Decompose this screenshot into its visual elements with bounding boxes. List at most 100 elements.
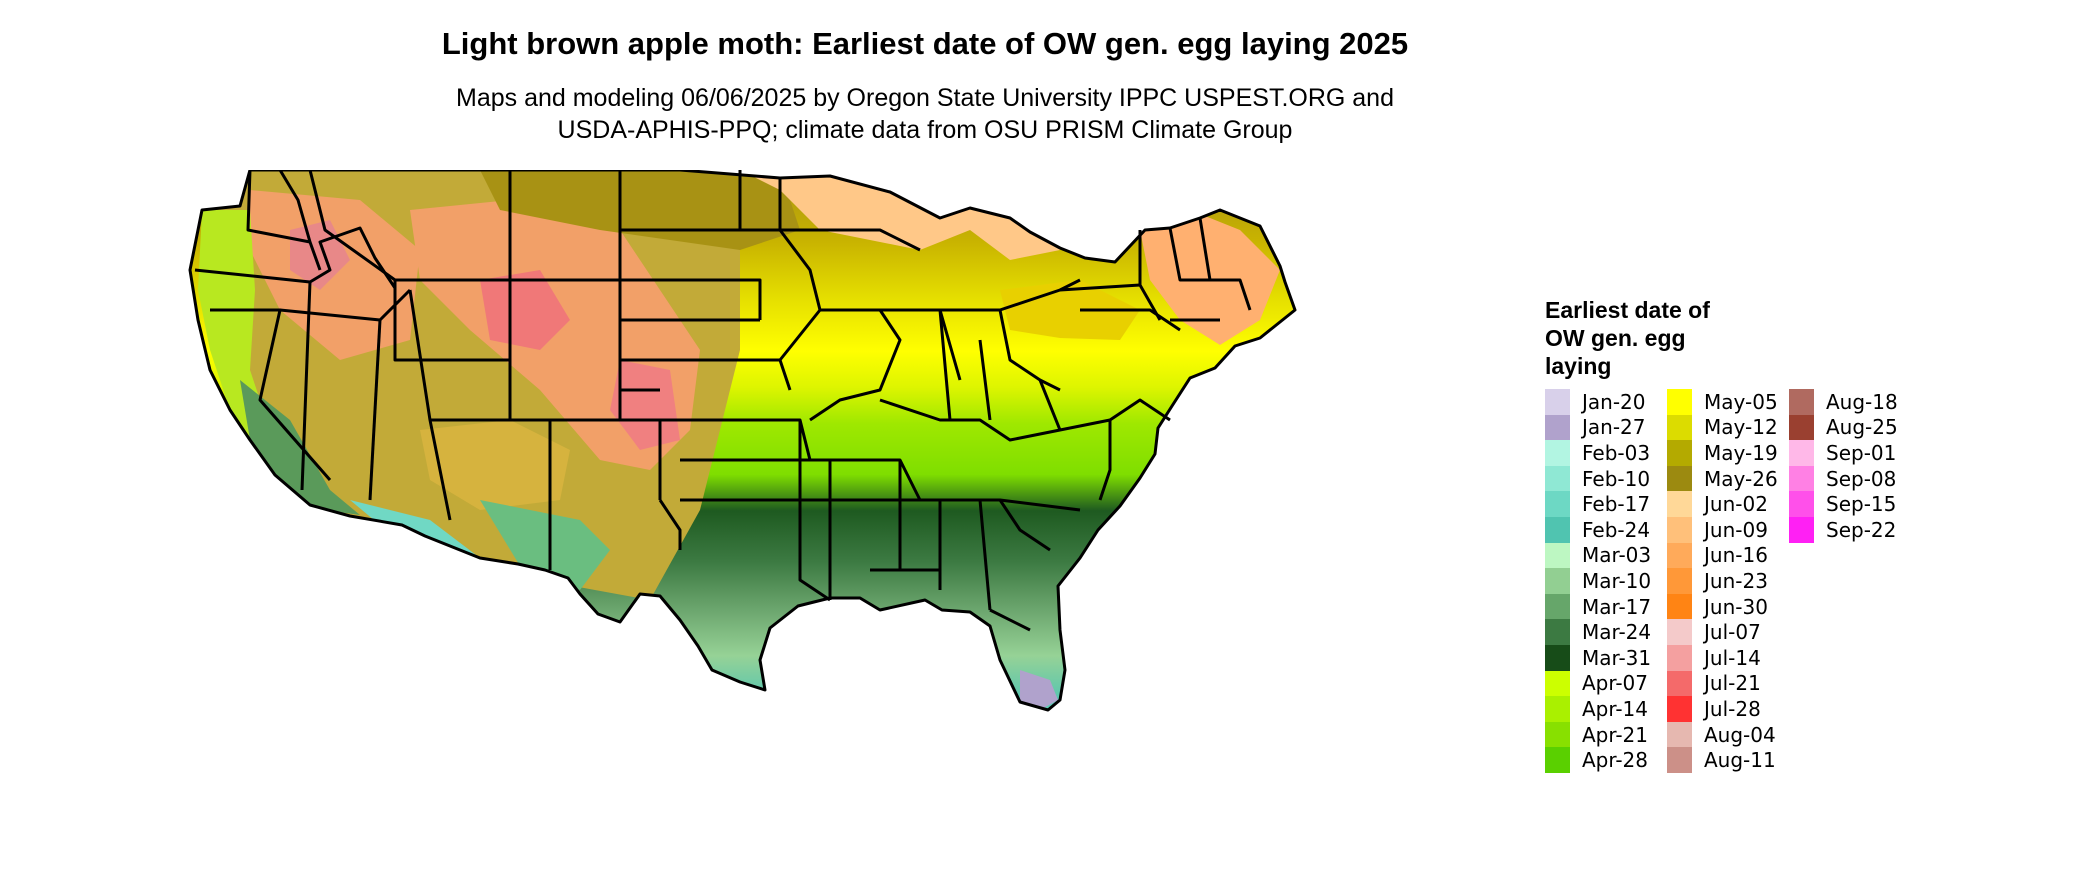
- legend-swatch: [1545, 670, 1570, 697]
- legend-item: Jan-20: [1545, 389, 1651, 415]
- legend-swatch: [1667, 491, 1692, 517]
- legend-columns: Jan-20 Jan-27 Feb-03 Feb-10 Feb-17 Feb-24 Mar-…: [1545, 389, 1965, 789]
- legend-item: Mar-03: [1545, 542, 1652, 569]
- legend-item: Aug-18: [1789, 389, 1898, 415]
- legend-label: Jul-14: [1704, 645, 1761, 670]
- legend-label: Aug-18: [1826, 389, 1898, 414]
- legend-item: Apr-21: [1545, 721, 1651, 748]
- legend-item: Apr-28: [1545, 747, 1651, 773]
- legend-label: Apr-07: [1582, 671, 1648, 696]
- legend-item: Sep-15: [1789, 491, 1898, 517]
- legend-swatch: [1545, 568, 1570, 594]
- legend-swatch: [1667, 440, 1692, 466]
- legend-label: Mar-03: [1582, 543, 1652, 568]
- legend-label: Sep-15: [1826, 492, 1897, 517]
- legend-item: Jun-02: [1667, 491, 1778, 517]
- legend-item: Feb-17: [1545, 491, 1651, 517]
- legend-item: May-19: [1667, 440, 1778, 466]
- legend-label: May-26: [1704, 466, 1778, 491]
- legend-swatch: [1545, 619, 1570, 645]
- legend-item: Sep-01: [1789, 440, 1898, 466]
- legend-label: Apr-21: [1582, 722, 1648, 747]
- legend-swatch: [1545, 414, 1570, 441]
- legend-column: May-05 May-12 May-19 May-26 Jun-02 Jun-09 Jun-…: [1667, 389, 1778, 773]
- legend-label: Jul-21: [1704, 671, 1761, 696]
- legend-label: Sep-22: [1826, 517, 1897, 542]
- legend-label: Sep-01: [1826, 440, 1897, 465]
- legend-swatch: [1545, 542, 1570, 569]
- legend-item: Feb-10: [1545, 465, 1651, 492]
- legend-swatch: [1545, 389, 1570, 415]
- legend-label: Feb-17: [1582, 492, 1651, 517]
- legend-item: Jul-14: [1667, 644, 1778, 671]
- legend-label: Mar-17: [1582, 594, 1652, 619]
- legend-item: Jul-07: [1667, 619, 1778, 645]
- legend-item: Aug-11: [1667, 747, 1778, 773]
- legend-label: Jan-27: [1582, 415, 1646, 440]
- legend-label: Jan-20: [1582, 389, 1646, 414]
- legend-item: Apr-07: [1545, 670, 1651, 697]
- legend-label: Sep-08: [1826, 466, 1897, 491]
- legend-label: Jul-28: [1704, 696, 1761, 721]
- us-map: [188, 170, 1297, 712]
- legend-label: Mar-10: [1582, 568, 1652, 593]
- legend-item: Feb-24: [1545, 516, 1651, 543]
- legend-swatch: [1667, 721, 1692, 748]
- legend-label: Jun-09: [1704, 517, 1768, 542]
- legend: Earliest date of OW gen. egg laying Jan-…: [1545, 296, 1898, 773]
- legend-item: May-26: [1667, 465, 1778, 492]
- legend-label: Feb-24: [1582, 517, 1651, 542]
- legend-item: Apr-14: [1545, 696, 1651, 722]
- legend-swatch: [1667, 747, 1692, 773]
- legend-item: Jul-28: [1667, 696, 1778, 722]
- legend-swatch: [1667, 568, 1692, 594]
- legend-label: Jun-23: [1704, 568, 1768, 593]
- legend-swatch: [1545, 465, 1570, 492]
- legend-item: Sep-08: [1789, 465, 1898, 492]
- subtitle-line2-text: USDA-APHIS-PPQ; climate data from OSU PR…: [557, 116, 1293, 144]
- legend-swatch: [1789, 516, 1814, 543]
- legend-swatch: [1545, 516, 1570, 543]
- legend-item: Jan-27: [1545, 414, 1651, 441]
- legend-swatch: [1545, 491, 1570, 517]
- legend-label: Feb-03: [1582, 440, 1651, 465]
- legend-item: May-05: [1667, 389, 1778, 415]
- legend-swatch: [1545, 696, 1570, 722]
- legend-swatch: [1789, 465, 1814, 492]
- legend-column: Jan-20 Jan-27 Feb-03 Feb-10 Feb-17 Feb-24 Mar-…: [1545, 389, 1651, 773]
- legend-item: Mar-31: [1545, 644, 1652, 671]
- map-title: Light brown apple moth: Earliest date of…: [0, 26, 2100, 62]
- legend-swatch: [1667, 465, 1692, 492]
- legend-swatch: [1545, 440, 1570, 466]
- legend-label: May-05: [1704, 389, 1778, 414]
- legend-item: Aug-25: [1789, 414, 1898, 441]
- legend-item: Jun-09: [1667, 516, 1778, 543]
- subtitle-line1-text: Maps and modeling 06/06/2025 by Oregon S…: [456, 84, 1394, 112]
- legend-item: May-12: [1667, 414, 1778, 441]
- legend-label: Mar-31: [1582, 645, 1652, 670]
- map-title-text: Light brown apple moth: Earliest date of…: [441, 26, 1409, 61]
- legend-label: Jun-16: [1704, 543, 1768, 568]
- legend-item: Jun-16: [1667, 542, 1778, 569]
- legend-swatch: [1667, 516, 1692, 543]
- legend-swatch: [1545, 593, 1570, 620]
- legend-label: Aug-04: [1704, 722, 1776, 747]
- legend-swatch: [1545, 747, 1570, 773]
- legend-swatch: [1789, 389, 1814, 415]
- legend-swatch: [1667, 542, 1692, 569]
- legend-swatch: [1667, 619, 1692, 645]
- legend-item: Aug-04: [1667, 721, 1778, 748]
- legend-label: Apr-14: [1582, 696, 1648, 721]
- legend-label: Apr-28: [1582, 748, 1648, 773]
- legend-swatch: [1667, 389, 1692, 415]
- legend-item: Jun-30: [1667, 593, 1778, 620]
- legend-label: Jul-07: [1704, 620, 1761, 645]
- map-subtitle-line2: USDA-APHIS-PPQ; climate data from OSU PR…: [0, 116, 2100, 145]
- legend-swatch: [1667, 696, 1692, 722]
- legend-item: Sep-22: [1789, 516, 1898, 543]
- legend-label: Feb-10: [1582, 466, 1651, 491]
- legend-label: Jun-30: [1704, 594, 1768, 619]
- legend-item: Mar-17: [1545, 593, 1652, 620]
- legend-label: Mar-24: [1582, 620, 1652, 645]
- legend-item: Mar-10: [1545, 568, 1651, 594]
